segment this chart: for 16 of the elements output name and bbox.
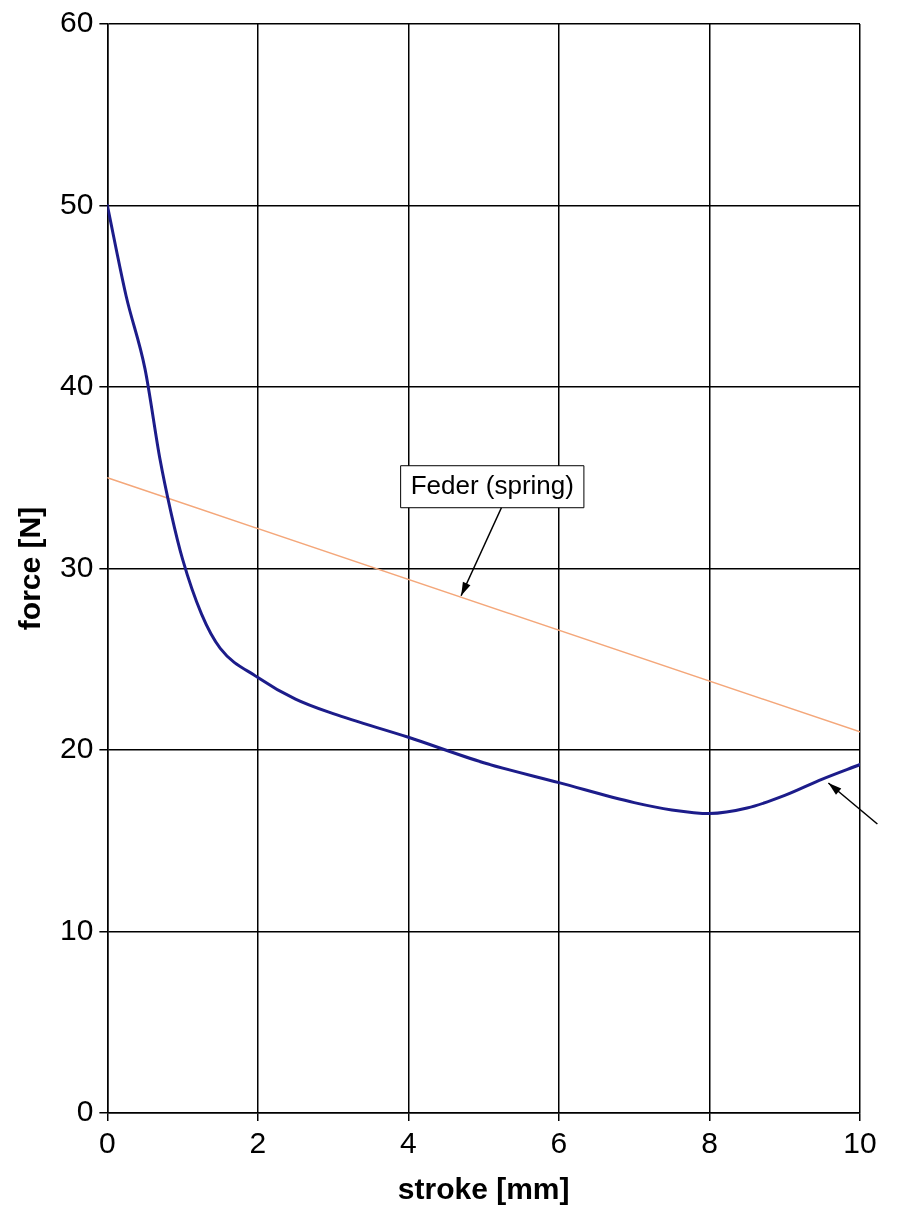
x-tick-label: 4 xyxy=(400,1126,417,1160)
y-tick-label: 20 xyxy=(59,731,94,765)
annotation: Feder (spring) xyxy=(410,469,574,500)
y-tick-label: 40 xyxy=(59,368,94,402)
x-tick-label: 0 xyxy=(99,1126,116,1160)
x-tick-label: 6 xyxy=(550,1126,568,1160)
y-axis-title: force [N] xyxy=(13,506,47,631)
y-tick-label: 30 xyxy=(59,549,94,583)
y-tick-label: 10 xyxy=(59,912,94,946)
x-tick-label: 8 xyxy=(701,1126,718,1160)
x-tick-label: 10 xyxy=(843,1126,877,1160)
y-tick-label: 60 xyxy=(59,5,94,39)
y-tick-label: 0 xyxy=(76,1094,94,1128)
x-tick-label: 2 xyxy=(249,1126,267,1160)
x-axis-title: stroke [mm] xyxy=(397,1172,570,1206)
y-tick-label: 50 xyxy=(59,186,94,220)
